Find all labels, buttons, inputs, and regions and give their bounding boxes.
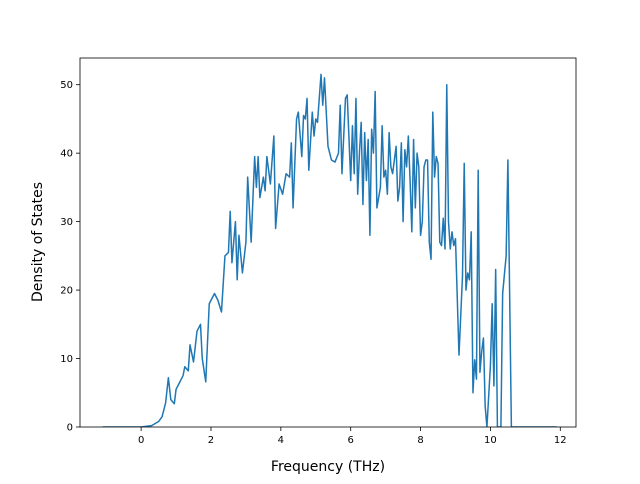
plot-frame <box>79 57 577 428</box>
y-tick-label: 20 <box>60 286 73 297</box>
x-tick-label: 8 <box>417 435 423 446</box>
y-tick-label: 50 <box>60 80 73 91</box>
x-tick-label: 12 <box>554 435 567 446</box>
x-tick-label: 6 <box>348 435 354 446</box>
y-axis-label: Density of States <box>30 182 46 302</box>
y-tick-label: 0 <box>67 423 73 434</box>
x-tick-label: 10 <box>484 435 497 446</box>
y-tick-label: 10 <box>60 354 73 365</box>
dos-line <box>102 73 557 427</box>
x-tick-label: 4 <box>278 435 284 446</box>
y-tick-label: 40 <box>60 149 73 160</box>
y-tick-label: 30 <box>60 217 73 228</box>
x-axis-label: Frequency (THz) <box>271 459 385 475</box>
x-tick-label: 2 <box>208 435 214 446</box>
x-tick-label: 0 <box>138 435 144 446</box>
